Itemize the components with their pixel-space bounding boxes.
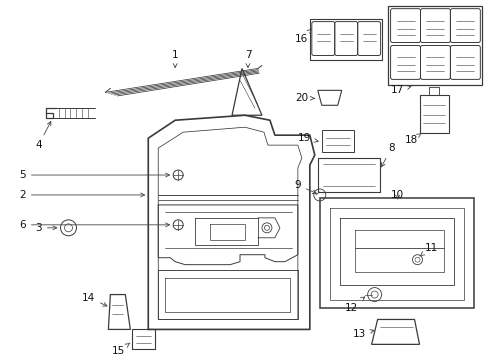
Text: 10: 10 (391, 190, 404, 200)
Text: 17: 17 (391, 85, 411, 95)
Text: 11: 11 (420, 243, 438, 256)
Text: 12: 12 (345, 297, 365, 312)
Text: 13: 13 (353, 329, 374, 339)
Text: 15: 15 (112, 343, 130, 356)
Text: 4: 4 (35, 122, 51, 150)
Bar (310, 19, 382, 60)
Text: 7: 7 (245, 50, 251, 68)
Bar (388, 6, 482, 85)
Text: 16: 16 (295, 29, 312, 44)
Text: 14: 14 (82, 293, 107, 306)
Text: 3: 3 (35, 223, 57, 233)
Text: 18: 18 (405, 134, 421, 145)
Bar (320, 198, 474, 307)
Text: 1: 1 (172, 50, 178, 68)
Text: 2: 2 (19, 190, 145, 200)
Text: 9: 9 (294, 180, 317, 194)
Bar (322, 130, 354, 152)
Text: 8: 8 (381, 143, 395, 167)
Text: 5: 5 (19, 170, 170, 180)
Bar (419, 95, 449, 133)
Text: 6: 6 (19, 220, 170, 230)
Text: 19: 19 (298, 133, 318, 143)
Text: 20: 20 (295, 93, 314, 103)
